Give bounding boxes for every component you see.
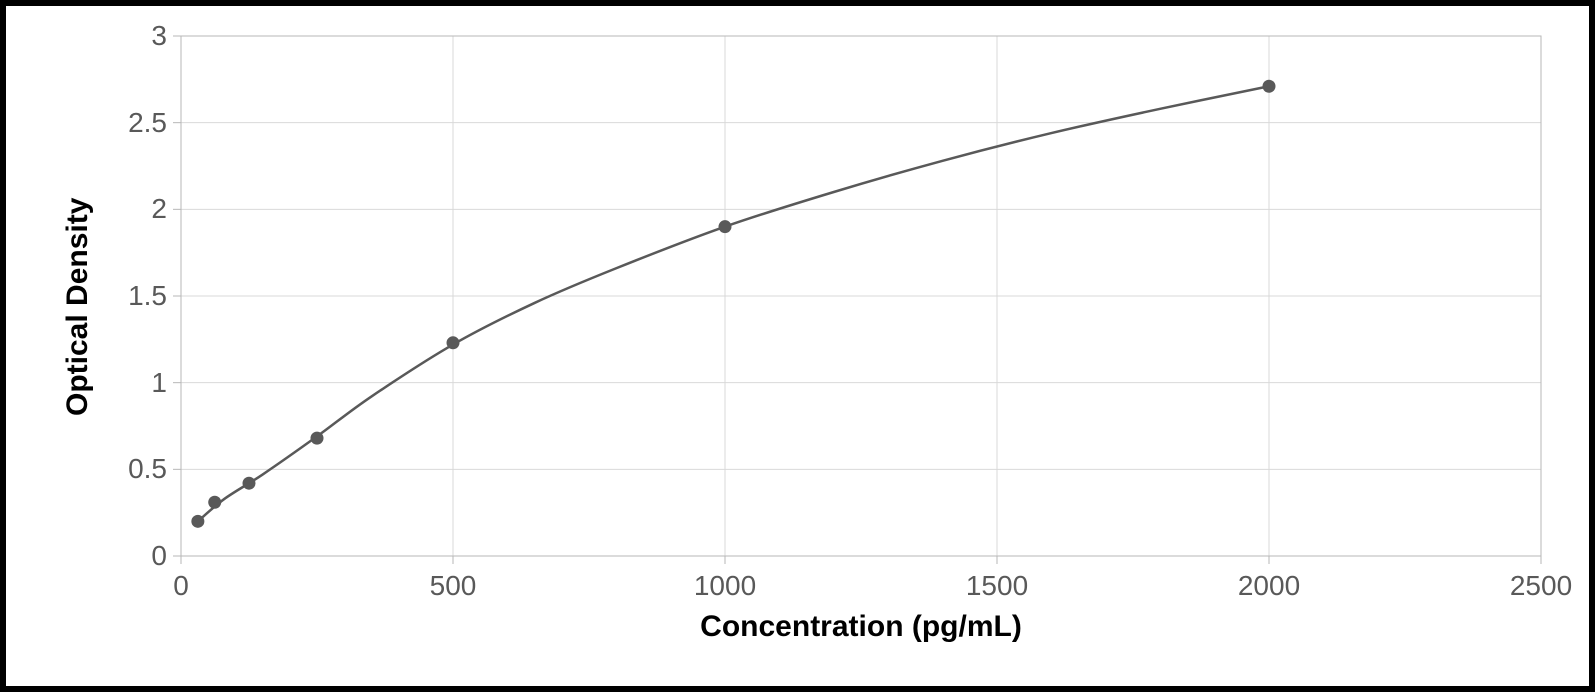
x-tick-label: 1000: [694, 570, 756, 602]
x-tick-label: 2000: [1238, 570, 1300, 602]
y-tick-label: 1: [151, 367, 167, 399]
x-tick-label: 500: [430, 570, 477, 602]
chart-frame: Optical Density Concentration (pg/mL) 0 5…: [0, 0, 1595, 692]
x-axis-label: Concentration (pg/mL): [700, 610, 1022, 644]
y-tick-label: 3: [151, 20, 167, 52]
x-tick-label: 1500: [966, 570, 1028, 602]
y-tick-label: 0: [151, 540, 167, 572]
y-tick-label: 0.5: [128, 453, 167, 485]
x-tick-label: 2500: [1510, 570, 1572, 602]
y-tick-label: 2: [151, 193, 167, 225]
chart-svg: [6, 6, 1589, 686]
x-tick-label: 0: [173, 570, 189, 602]
y-axis-label: Optical Density: [61, 198, 95, 416]
y-tick-label: 2.5: [128, 107, 167, 139]
y-tick-label: 1.5: [128, 280, 167, 312]
